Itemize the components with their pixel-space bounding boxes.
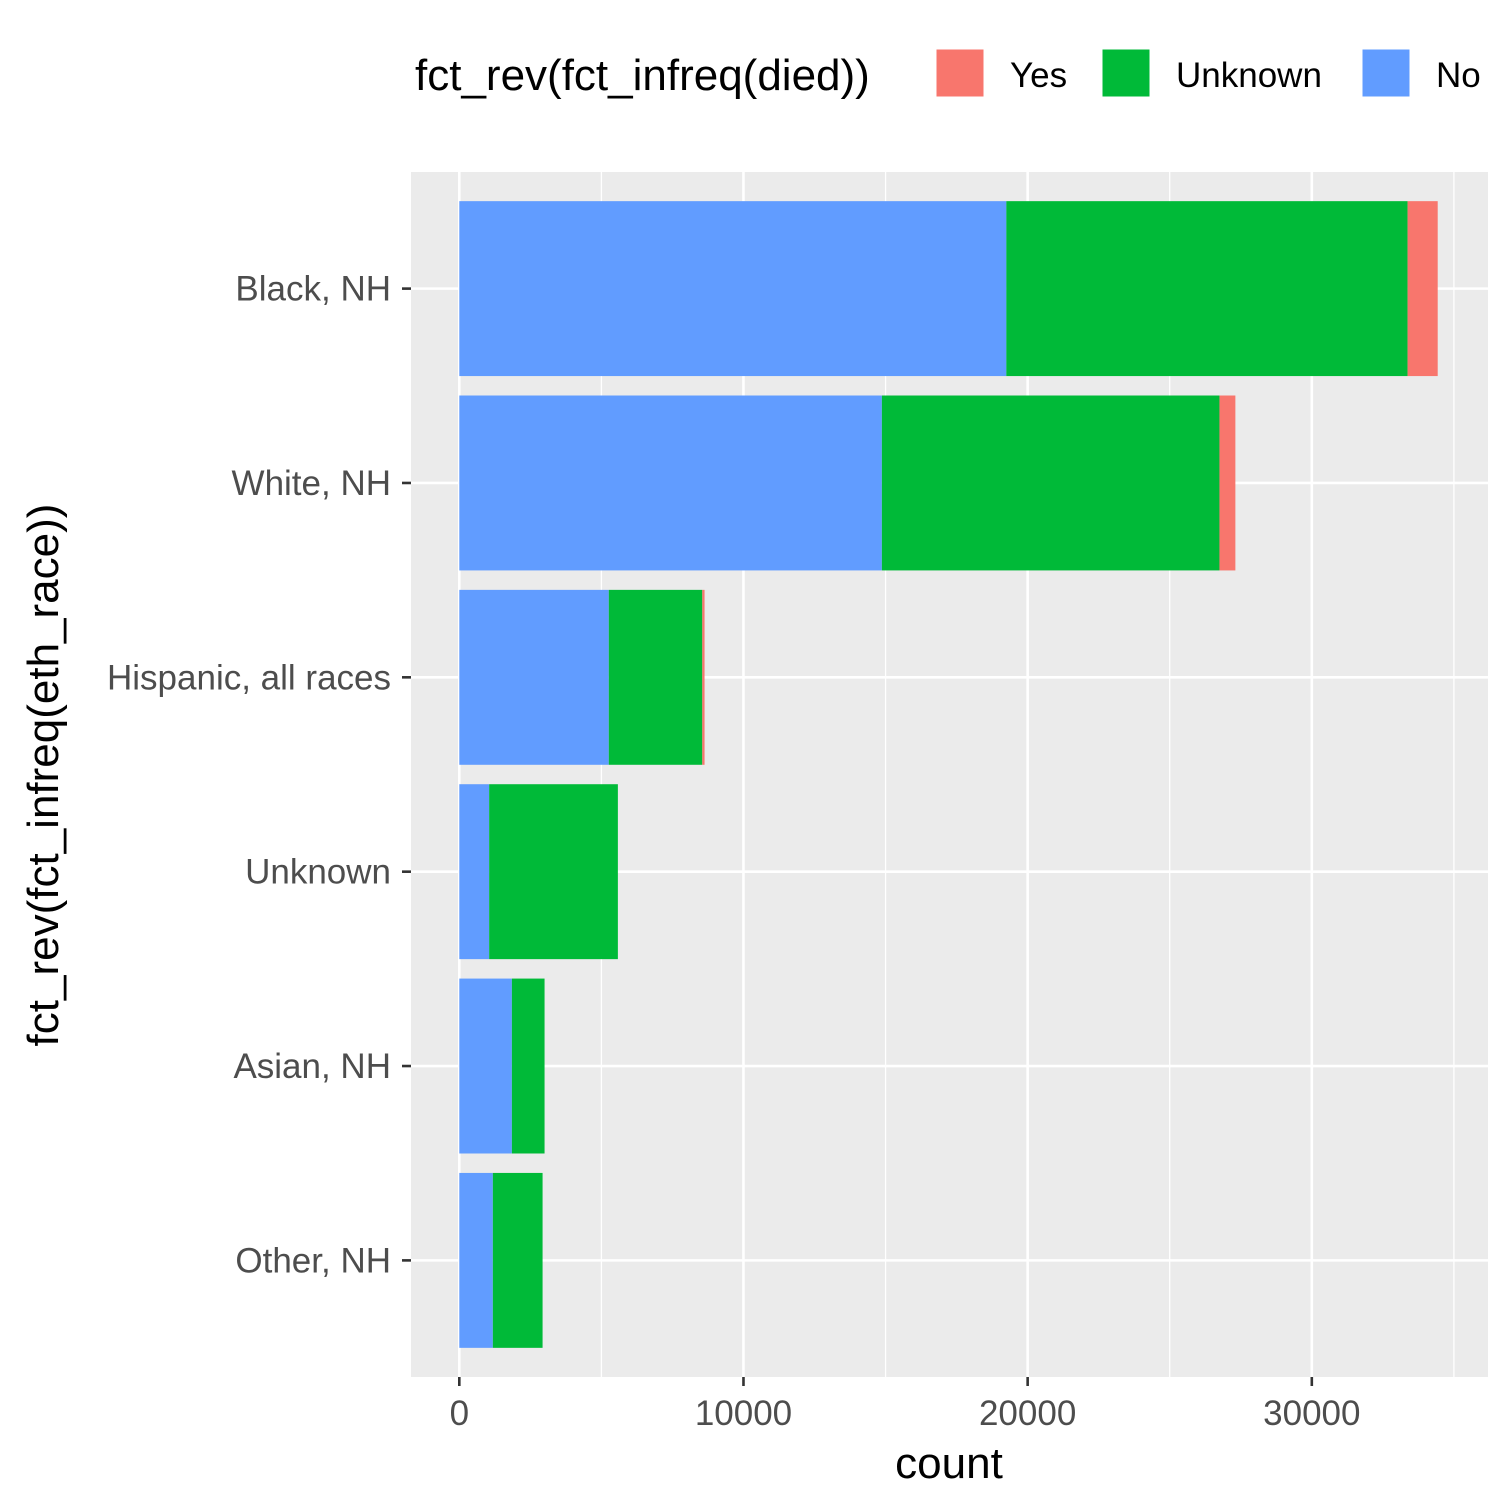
bar-segment-unknown [881,395,1220,571]
bar-segment-yes [702,589,705,765]
bar-segment-unknown [489,784,618,960]
y-axis-title: fct_rev(fct_infreq(eth_race)) [19,504,68,1047]
bar-segment-unknown [492,1172,543,1348]
x-axis-title: count [895,1439,1003,1488]
x-tick-label: 10000 [695,1394,792,1433]
bar-segment-no [459,784,490,960]
y-tick-label: Black, NH [235,270,391,309]
y-tick-label: Asian, NH [233,1047,391,1086]
legend-label-unknown: Unknown [1176,56,1322,95]
legend-label-no: No [1436,56,1481,95]
bar-segment-unknown [1006,201,1408,377]
y-tick-label: Unknown [245,853,391,892]
bar-segment-yes [1219,395,1236,571]
bar-segment-unknown [608,589,703,765]
y-tick-label: Other, NH [235,1241,391,1280]
bar-segment-no [459,589,609,765]
legend-key-no [1361,48,1411,98]
bar-segment-no [459,395,882,571]
x-tick-label: 0 [450,1394,469,1433]
bar-segment-unknown [511,978,545,1154]
bar-segment-yes [1407,201,1438,377]
legend-label-yes: Yes [1010,56,1067,95]
bars [459,201,1438,1348]
bar-segment-no [459,978,512,1154]
bar-segment-no [459,201,1007,377]
bar-segment-no [459,1172,493,1348]
legend-key-unknown [1101,48,1151,98]
y-axis: Black, NH White, NH Hispanic, all races Unk… [107,270,411,1280]
y-tick-label: Hispanic, all races [107,658,391,697]
legend-key-yes [935,48,985,98]
x-axis: 0 10000 20000 30000 [450,1377,1360,1433]
y-tick-label: White, NH [232,464,391,503]
x-tick-label: 20000 [979,1394,1076,1433]
x-tick-label: 30000 [1263,1394,1360,1433]
legend-title: fct_rev(fct_infreq(died)) [415,51,870,100]
legend: fct_rev(fct_infreq(died)) Yes Unknown No [415,48,1481,100]
